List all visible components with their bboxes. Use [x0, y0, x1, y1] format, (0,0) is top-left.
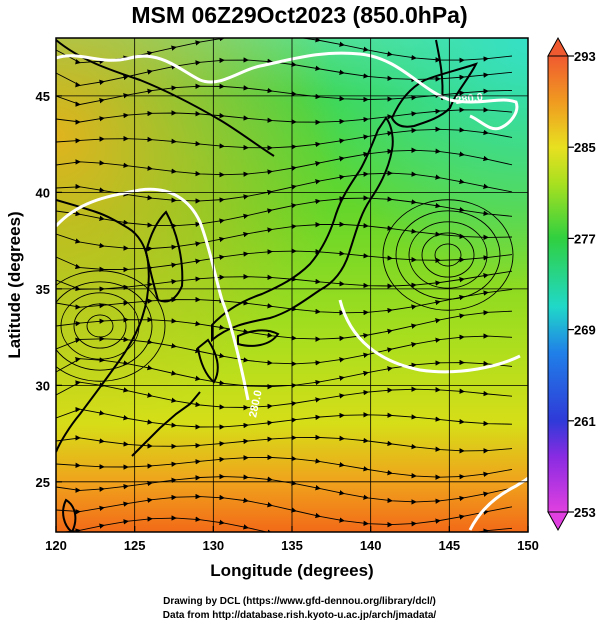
- streamline: [60, 515, 513, 532]
- y-tick-label: 35: [36, 282, 50, 297]
- y-tick-label: 40: [36, 185, 50, 200]
- colorbar-ticks: 293 285 277 269 261 253: [568, 49, 596, 520]
- vortex-streamline: [408, 221, 488, 289]
- ryukyu-islands: [131, 391, 201, 457]
- contour-label-west: 280.0: [247, 389, 264, 418]
- streamline: [56, 170, 513, 204]
- asia-mainland-coast: [56, 39, 275, 453]
- streamline: [56, 270, 513, 292]
- vortex-streamline: [395, 210, 501, 300]
- kyushu-coast: [196, 338, 219, 384]
- longitude-axis: 120 125 130 135 140 145 150: [45, 526, 539, 553]
- lat-lon-grid: [56, 38, 528, 532]
- vortex-streamline: [382, 199, 514, 311]
- credit-data-source: Data from http://database.rish.kyoto-u.a…: [162, 610, 437, 621]
- streamline: [56, 147, 513, 178]
- streamline: [56, 57, 513, 88]
- streamline: [56, 126, 513, 151]
- contour-label-north: 280.0: [455, 91, 484, 107]
- colorbar-top-triangle: [547, 36, 569, 57]
- x-tick-label: 150: [517, 538, 539, 553]
- y-tick-label: 45: [36, 89, 50, 104]
- shikoku-coast: [237, 329, 280, 347]
- y-axis-label: Latitude (degrees): [5, 211, 24, 358]
- vortex-streamline: [56, 270, 166, 382]
- streamline: [56, 221, 513, 252]
- y-tick-label: 25: [36, 475, 50, 490]
- honshu-coast: [211, 116, 394, 343]
- colorbar-tick-label: 253: [574, 505, 596, 520]
- colorbar-tick-label: 261: [574, 414, 596, 429]
- x-tick-label: 145: [438, 538, 460, 553]
- streamline: [56, 288, 513, 316]
- x-tick-label: 130: [202, 538, 224, 553]
- vortex-streamline: [86, 314, 114, 338]
- contour-280: [56, 51, 528, 531]
- korea-coast: [144, 210, 184, 303]
- map-title: MSM 06Z29Oct2023 (850.0hPa): [131, 2, 468, 28]
- latitude-axis: 25 30 35 40 45: [36, 89, 62, 490]
- contour-line-east: [338, 299, 521, 374]
- streamline: [56, 434, 513, 454]
- x-tick-label: 135: [281, 538, 303, 553]
- contour-line-south: [468, 476, 528, 531]
- x-tick-label: 125: [124, 538, 146, 553]
- streamline: [56, 406, 513, 430]
- x-tick-label: 140: [360, 538, 382, 553]
- contour-line-north: [56, 51, 519, 131]
- x-tick-label: 120: [45, 538, 67, 553]
- colorbar-bottom-triangle: [547, 511, 569, 532]
- streamline: [56, 83, 513, 107]
- streamline: [56, 380, 513, 411]
- colorbar-tick-label: 293: [574, 49, 596, 64]
- taiwan-coast: [62, 498, 77, 532]
- vortex-streamline: [56, 281, 153, 371]
- wind-streamlines: [56, 38, 514, 532]
- colorbar-tick-label: 285: [574, 140, 596, 155]
- y-tick-label: 30: [36, 378, 50, 393]
- colorbar: 293 285 277 269 261 253: [547, 36, 596, 532]
- contour-line-west: [56, 187, 250, 401]
- sakhalin-coast: [435, 39, 444, 101]
- x-axis-label: Longitude (degrees): [210, 561, 373, 580]
- colorbar-tick-label: 277: [574, 231, 596, 246]
- colorbar-tick-label: 269: [574, 323, 596, 338]
- vortex-streamline: [434, 243, 462, 267]
- vortex-streamline: [73, 303, 127, 349]
- map-plot-area: 280.0 280.0: [55, 37, 529, 533]
- colorbar-gradient: [547, 55, 569, 513]
- credit-drawing: Drawing by DCL (https://www.gfd-dennou.o…: [163, 596, 436, 607]
- vortex-streamline: [421, 232, 475, 278]
- streamline: [56, 107, 513, 125]
